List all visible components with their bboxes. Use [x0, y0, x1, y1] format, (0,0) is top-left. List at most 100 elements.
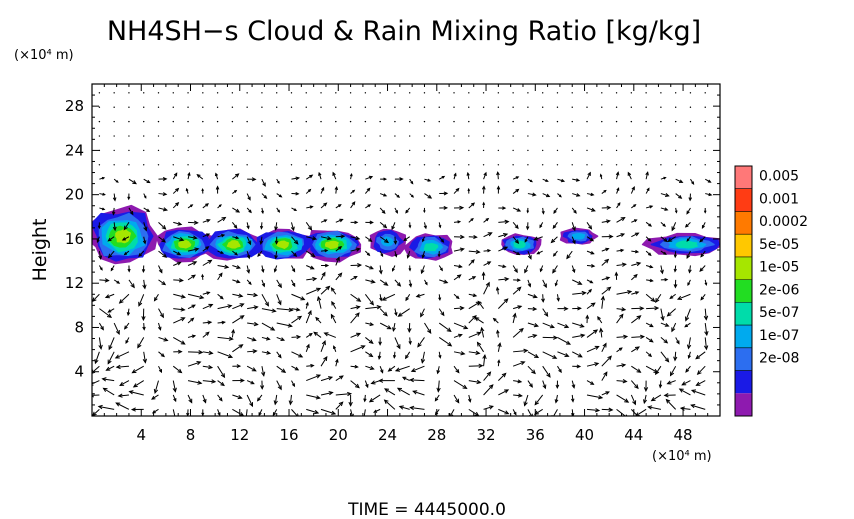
wind-vector: [674, 351, 677, 361]
wind-vector-head: [180, 340, 186, 345]
wind-vector-dot: [512, 120, 514, 123]
wind-vector: [416, 293, 425, 298]
wind-vector-dot: [660, 92, 662, 94]
wind-vector-head: [701, 225, 705, 229]
wind-vector-head: [420, 269, 425, 275]
wind-vector-head: [647, 252, 652, 257]
wind-vector-head: [265, 336, 271, 341]
wind-vector: [616, 217, 625, 223]
wind-vector-dot: [113, 92, 115, 94]
wind-vector-dot: [601, 120, 603, 123]
wind-vector-head: [691, 181, 695, 185]
wind-vector: [202, 351, 213, 354]
y-tick-label: 8: [74, 318, 84, 336]
wind-vector-head: [529, 383, 533, 388]
wind-vector-head: [467, 187, 471, 192]
wind-vector-head: [545, 193, 551, 198]
wind-vector-head: [307, 188, 312, 193]
wind-vector: [119, 293, 130, 304]
wind-vector: [498, 265, 506, 268]
wind-vector-head: [687, 355, 691, 359]
wind-vector: [643, 394, 647, 404]
y-tick-label: 16: [65, 230, 84, 248]
wind-vector: [246, 365, 256, 372]
wind-vector-dot: [541, 149, 544, 152]
wind-vector: [600, 328, 603, 338]
wind-vector-head: [517, 393, 523, 398]
wind-vector-head: [663, 251, 667, 255]
wind-vector-head: [295, 307, 301, 312]
cloud-blob: [275, 240, 290, 249]
wind-vector-head: [281, 368, 287, 373]
wind-vector-head: [323, 332, 329, 337]
wind-vector-head: [664, 207, 669, 211]
wind-vector: [365, 265, 374, 270]
wind-vector: [586, 250, 594, 255]
x-tick-label: 8: [186, 426, 196, 444]
wind-vector: [453, 265, 462, 268]
wind-vector: [173, 221, 182, 225]
wind-vector-head: [577, 306, 582, 311]
wind-vector: [350, 333, 361, 338]
wind-vector-head: [553, 335, 559, 340]
wind-vector-head: [295, 176, 301, 181]
wind-vector-head: [704, 331, 709, 337]
wind-vector: [645, 293, 655, 302]
wind-vector-head: [624, 398, 630, 403]
wind-vector-head: [331, 300, 336, 306]
wind-vector-head: [325, 285, 331, 291]
wind-vector: [691, 404, 706, 410]
wind-vector-head: [649, 278, 654, 283]
wind-vector-head: [236, 265, 241, 269]
wind-vector: [382, 293, 396, 301]
wind-vector-head: [599, 327, 604, 333]
wind-vector-head: [594, 362, 600, 367]
wind-vector: [107, 351, 115, 364]
wind-vector-head: [399, 177, 404, 182]
wind-vector: [119, 380, 130, 386]
wind-vector: [557, 351, 569, 357]
wind-vector-dot: [704, 106, 706, 108]
wind-vector: [660, 236, 668, 242]
wind-vector: [630, 409, 639, 416]
wind-vector-dot: [261, 120, 263, 123]
wind-vector: [365, 337, 374, 344]
wind-vector-dot: [541, 164, 544, 166]
colorbar-frame: [734, 165, 753, 417]
wind-vector-head: [591, 207, 596, 212]
wind-vector-head: [476, 379, 482, 385]
wind-vector: [99, 308, 112, 318]
wind-vector: [332, 172, 337, 180]
wind-vector-head: [676, 340, 680, 345]
wind-vector-dot: [586, 135, 588, 137]
x-tick-label: 40: [575, 426, 594, 444]
wind-vector-head: [481, 271, 486, 276]
wind-vector: [365, 306, 381, 310]
wind-vector-head: [664, 278, 669, 282]
wind-vector: [187, 317, 194, 324]
wind-vector-head: [423, 225, 427, 230]
wind-vector-head: [643, 387, 649, 393]
wind-vector: [363, 409, 366, 416]
wind-vector: [231, 329, 234, 338]
wind-vector-head: [676, 295, 683, 300]
wind-vector: [158, 221, 166, 230]
wind-vector-head: [704, 282, 708, 286]
wind-vector-head: [516, 208, 522, 212]
wind-vector-head: [277, 385, 282, 391]
wind-vector-head: [321, 271, 326, 277]
wind-vector-dot: [571, 135, 573, 137]
wind-vector-dot: [394, 120, 396, 123]
wind-vector-head: [246, 269, 251, 274]
wind-vector: [630, 274, 638, 281]
wind-vector-head: [383, 281, 389, 286]
wind-vector-dot: [172, 120, 174, 123]
wind-vector-head: [339, 218, 344, 223]
wind-vector-dot: [172, 164, 174, 166]
wind-vector: [202, 304, 213, 310]
wind-vector-head: [528, 413, 533, 416]
wind-vector-head: [695, 354, 701, 360]
wind-vector-head: [253, 292, 259, 298]
wind-vector-dot: [527, 135, 529, 137]
wind-vector: [397, 387, 410, 396]
